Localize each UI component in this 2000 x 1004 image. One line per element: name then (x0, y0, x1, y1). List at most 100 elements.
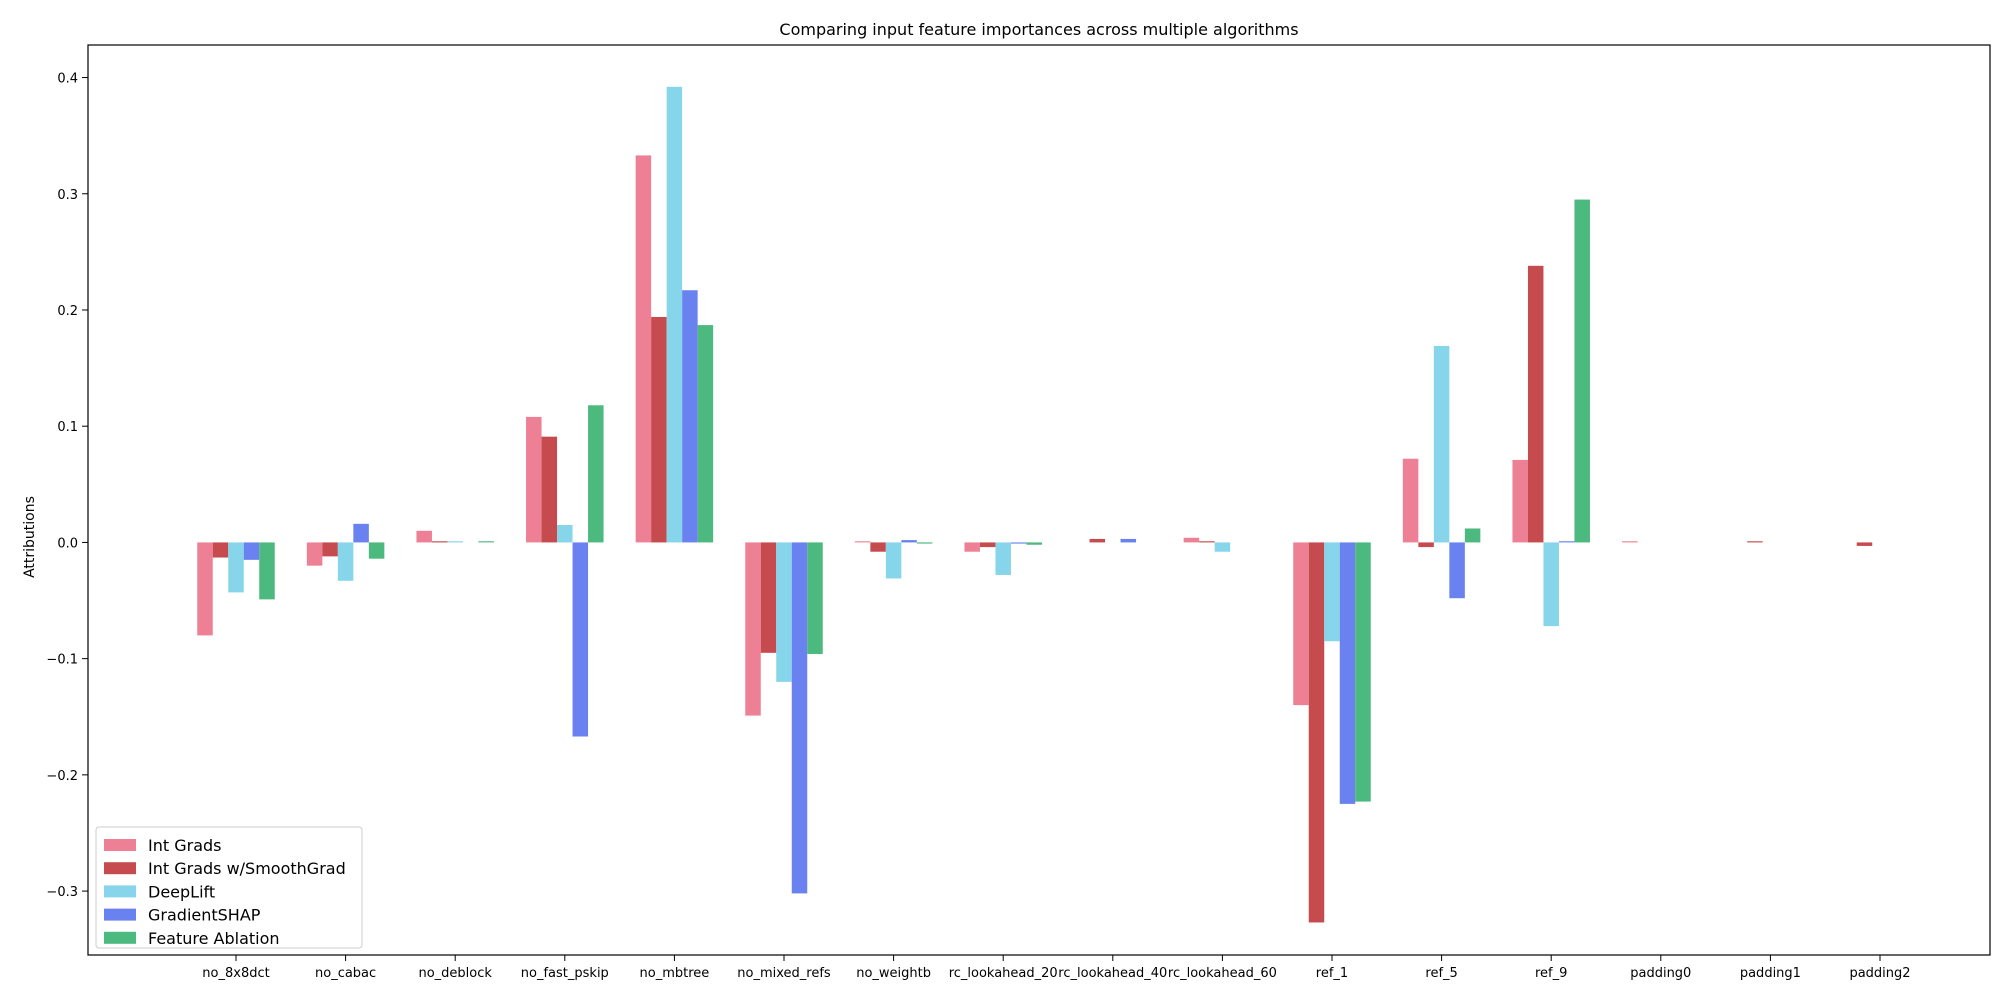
x-tick-label-no_weightb: no_weightb (856, 966, 931, 981)
x-tick-label-rc_lookahead_20: rc_lookahead_20 (949, 966, 1058, 981)
bar-ref_9-int-grads (1512, 459, 1528, 543)
plot-frame (87, 44, 1991, 956)
x-tick-label-padding0: padding0 (1630, 966, 1691, 981)
legend-label: Int Grads (148, 836, 222, 855)
x-tick-label-no_mbtree: no_mbtree (640, 966, 710, 981)
y-axis-label: Attributions (22, 496, 38, 578)
bar-no_mixed_refs-deeplift (776, 542, 792, 682)
bar-no_8x8dct-int-grads (197, 542, 213, 636)
x-tick-label-padding1: padding1 (1740, 966, 1801, 981)
bar-no_fast_pskip-int-grads-w-smoothgrad (541, 436, 558, 543)
bar-no_weightb-int-grads-w-smoothgrad (870, 542, 886, 552)
x-tick-label-ref_1: ref_1 (1316, 966, 1348, 981)
bar-ref_9-deeplift (1543, 542, 1559, 627)
bar-ref_5-deeplift (1433, 346, 1450, 543)
bar-no_fast_pskip-feature-ablation (588, 405, 604, 543)
x-tick-label-rc_lookahead_60: rc_lookahead_60 (1168, 966, 1277, 981)
bar-no_deblock-deeplift (447, 541, 463, 543)
bar-no_cabac-int-grads (306, 542, 323, 566)
legend-label: Feature Ablation (148, 929, 280, 948)
bar-no_mixed_refs-gradientshap (791, 542, 808, 894)
bar-no_weightb-gradientshap (901, 540, 917, 543)
bar-ref_1-int-grads-w-smoothgrad (1308, 542, 1325, 923)
legend-swatch (104, 862, 136, 875)
bar-no_fast_pskip-gradientshap (572, 542, 589, 737)
legend-swatch (104, 885, 136, 898)
bar-rc_lookahead_20-int-grads (964, 542, 980, 552)
bar-no_8x8dct-gradientshap (243, 542, 260, 560)
bar-no_8x8dct-feature-ablation (259, 542, 275, 600)
y-tick-label: 0.0 (57, 536, 78, 551)
bar-rc_lookahead_20-feature-ablation (1026, 542, 1042, 545)
bar-ref_5-feature-ablation (1464, 528, 1481, 543)
bar-no_cabac-gradientshap (353, 523, 369, 543)
x-tick-label-no_cabac: no_cabac (315, 966, 376, 981)
bar-no_deblock-feature-ablation (478, 541, 494, 543)
bar-ref_5-int-grads-w-smoothgrad (1418, 542, 1434, 548)
bar-no_mixed_refs-feature-ablation (807, 542, 823, 654)
chart-title: Comparing input feature importances acro… (779, 20, 1298, 39)
x-tick-label-rc_lookahead_40: rc_lookahead_40 (1058, 966, 1167, 981)
bar-ref_5-int-grads (1402, 458, 1419, 543)
bar-no_8x8dct-int-grads-w-smoothgrad (212, 542, 229, 558)
y-tick-label: 0.4 (57, 72, 78, 87)
bar-ref_9-int-grads-w-smoothgrad (1527, 265, 1544, 543)
bar-no_mixed_refs-int-grads-w-smoothgrad (760, 542, 777, 653)
bar-rc_lookahead_60-deeplift (1214, 542, 1231, 552)
bar-padding2-int-grads-w-smoothgrad (1856, 542, 1873, 546)
bar-ref_5-gradientshap (1449, 542, 1465, 599)
bar-no_weightb-deeplift (885, 542, 902, 579)
bar-ref_9-feature-ablation (1574, 199, 1590, 543)
x-tick-label-no_fast_pskip: no_fast_pskip (521, 966, 609, 981)
legend-swatch (104, 839, 136, 851)
bar-no_8x8dct-deeplift (228, 542, 244, 593)
bar-padding1-int-grads-w-smoothgrad (1747, 541, 1763, 543)
bar-rc_lookahead_60-int-grads (1183, 537, 1200, 543)
x-tick-label-no_mixed_refs: no_mixed_refs (737, 966, 831, 981)
bar-no_fast_pskip-int-grads (526, 416, 542, 543)
bar-no_mbtree-int-grads-w-smoothgrad (651, 316, 667, 543)
legend-label: DeepLift (148, 882, 215, 901)
bar-no_mbtree-deeplift (666, 86, 683, 543)
y-tick-label: −0.1 (46, 653, 78, 668)
bar-ref_1-deeplift (1324, 542, 1340, 642)
legend-label: GradientSHAP (148, 906, 261, 925)
bar-rc_lookahead_20-deeplift (995, 542, 1011, 575)
legend-swatch (104, 931, 136, 944)
bar-rc_lookahead_60-int-grads-w-smoothgrad (1199, 541, 1215, 543)
y-tick-label: −0.2 (46, 769, 78, 784)
bar-no_weightb-feature-ablation (916, 542, 933, 544)
x-tick-label-no_deblock: no_deblock (418, 966, 492, 981)
bar-no_mbtree-int-grads (635, 155, 652, 543)
bar-padding0-int-grads (1622, 541, 1638, 543)
bar-no_cabac-deeplift (337, 542, 354, 581)
y-tick-label: 0.2 (57, 304, 78, 319)
bar-no_cabac-int-grads-w-smoothgrad (322, 542, 338, 557)
bars-layer (197, 86, 1873, 923)
bar-no_mbtree-gradientshap (682, 290, 698, 543)
y-tick-label: 0.3 (57, 188, 78, 203)
legend-swatch (104, 908, 136, 921)
bar-no_weightb-int-grads (854, 541, 871, 543)
bar-ref_1-gradientshap (1339, 542, 1356, 804)
legend-label: Int Grads w/SmoothGrad (148, 859, 346, 878)
bar-no_deblock-int-grads-w-smoothgrad (431, 541, 448, 543)
bar-ref_9-gradientshap (1558, 541, 1575, 543)
legend-box (95, 826, 363, 949)
bar-no_fast_pskip-deeplift (557, 524, 573, 543)
x-tick-label-ref_5: ref_5 (1425, 966, 1457, 981)
bar-no_cabac-feature-ablation (368, 542, 385, 559)
axes-layer: −0.3 −0.2 −0.1 0.0 0.1 0.2 0.3 0.4 no_8x8dct no_c… (46, 44, 1991, 981)
bar-no_mixed_refs-int-grads (745, 542, 761, 716)
y-tick-label: −0.3 (46, 885, 78, 900)
bar-ref_1-int-grads (1293, 542, 1309, 706)
x-tick-label-ref_9: ref_9 (1535, 966, 1567, 981)
bar-rc_lookahead_20-gradientshap (1010, 542, 1027, 544)
bar-ref_1-feature-ablation (1355, 542, 1371, 802)
bar-rc_lookahead_40-gradientshap (1120, 538, 1137, 543)
bar-rc_lookahead_20-int-grads-w-smoothgrad (979, 542, 996, 548)
y-tick-label: 0.1 (57, 420, 78, 435)
bar-no_mbtree-feature-ablation (697, 325, 714, 543)
